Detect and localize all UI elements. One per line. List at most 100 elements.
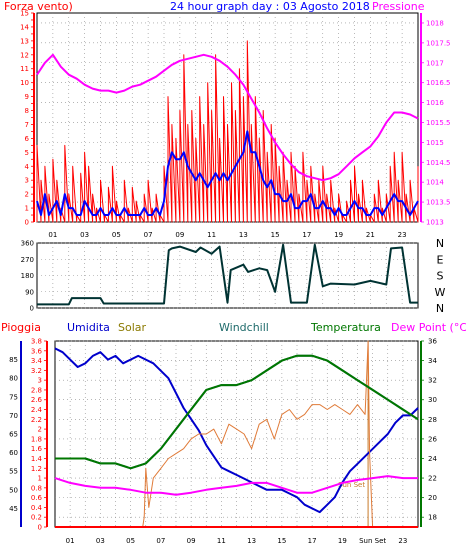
series-solar: [142, 340, 374, 528]
temperature-tick-label: 36: [428, 338, 437, 346]
sunset-annotation: Sun Set: [338, 481, 365, 489]
wind-tick-label: 15: [20, 10, 29, 18]
wind-tick-label: 1: [25, 205, 29, 213]
wind-tick-label: 0: [25, 219, 29, 227]
rain-tick-label: 0.8: [31, 484, 42, 492]
x-tick-label: 07: [156, 537, 165, 545]
humidity-tick-label: 60: [9, 449, 18, 457]
wind-tick-label: 9: [25, 93, 29, 101]
wind-tick-label: 8: [25, 107, 29, 115]
rain-tick-label: 2.6: [31, 396, 43, 404]
wind-tick-label: 13: [20, 37, 29, 45]
compass-label: W: [435, 286, 446, 299]
humidity-tick-label: 70: [9, 412, 18, 420]
x-tick-label: 07: [144, 231, 153, 239]
temperature-tick-label: 30: [428, 396, 437, 404]
rain-tick-label: 1.8: [31, 435, 42, 443]
x-tick-label: 11: [217, 537, 226, 545]
humidity-tick-label: 55: [9, 468, 18, 476]
compass-label: E: [437, 253, 444, 266]
compass-label: N: [436, 302, 444, 315]
pressure-tick-label: 1013: [426, 219, 444, 227]
humidity-tick-label: 50: [9, 486, 18, 494]
rain-tick-label: 0: [38, 524, 42, 532]
rain-tick-label: 3.6: [31, 347, 43, 355]
humidity-tick-label: 75: [9, 393, 18, 401]
compass-label: S: [437, 270, 444, 283]
wind-tick-label: 7: [25, 121, 29, 129]
x-tick-label: 23: [398, 537, 407, 545]
humidity-label: Umidita: [67, 321, 110, 334]
rain-tick-label: 3.8: [31, 338, 42, 346]
rain-tick-label: 2.8: [31, 386, 42, 394]
graph-title: 24 hour graph day : 03 Agosto 2018: [170, 0, 370, 13]
x-tick-label: 03: [80, 231, 89, 239]
temp-humidity-panel: 45 50 55 60 65 70 75 80 85 0 0.2 0.4 0.6 0.81 1.2 1.4 1.…: [9, 338, 437, 546]
windchill-label: Windchill: [219, 321, 269, 334]
x-tick-label: 17: [308, 537, 317, 545]
temperature-label: Temperatura: [310, 321, 381, 334]
x-tick-label: 09: [175, 231, 184, 239]
rain-tick-label: 0.2: [31, 514, 42, 522]
humidity-tick-label: 85: [9, 356, 18, 364]
rain-tick-label: 1.4: [31, 455, 43, 463]
pressure-tick-label: 1013.5: [426, 199, 451, 207]
rain-tick-label: 3: [38, 377, 42, 385]
humidity-tick-label: 45: [9, 505, 18, 513]
x-tick-label: 17: [302, 231, 311, 239]
x-tick-label: 05: [126, 537, 135, 545]
rain-tick-label: 1: [38, 475, 42, 483]
rain-tick-label: 2.2: [31, 416, 42, 424]
series-umidita: [54, 347, 419, 514]
rain-tick-label: 3.2: [31, 367, 42, 375]
x-tick-label: 19: [334, 231, 343, 239]
rain-tick-label: 3.4: [31, 357, 43, 365]
x-tick-label: 13: [239, 231, 248, 239]
rain-tick-label: 1.6: [31, 445, 43, 453]
temperature-tick-label: 22: [428, 475, 437, 483]
wind-tick-label: 4: [25, 163, 30, 171]
pressure-axis-label: Pressione: [372, 0, 425, 13]
humidity-tick-label: 65: [9, 431, 18, 439]
pressure-tick-label: 1018: [426, 19, 444, 27]
compass-label: N: [436, 237, 444, 250]
x-tick-label: 11: [207, 231, 216, 239]
solar-label: Solar: [118, 321, 147, 334]
wind-tick-label: 11: [20, 65, 29, 73]
x-tick-label: 09: [187, 537, 196, 545]
temperature-tick-label: 26: [428, 435, 437, 443]
x-tick-label: 15: [271, 231, 280, 239]
rain-tick-label: 1.2: [31, 465, 42, 473]
temperature-tick-label: 24: [428, 455, 437, 463]
wind-tick-label: 10: [20, 79, 29, 87]
temperature-tick-label: 20: [428, 494, 437, 502]
series-gust: [36, 40, 419, 223]
x-tick-label: 15: [277, 537, 286, 545]
temperature-tick-label: 28: [428, 416, 437, 424]
pressure-tick-label: 1016: [426, 99, 444, 107]
wind-tick-label: 3: [25, 177, 29, 185]
x-tick-label: 03: [96, 537, 105, 545]
wind-tick-label: 5: [25, 149, 29, 157]
pressure-tick-label: 1015.5: [426, 119, 451, 127]
x-tick-label: 05: [112, 231, 121, 239]
direction-tick-label: 90: [25, 288, 34, 296]
x-tick-label: 01: [66, 537, 75, 545]
rain-tick-label: 0.4: [31, 504, 43, 512]
direction-tick-label: 180: [21, 272, 34, 280]
pressure-tick-label: 1014.5: [426, 159, 451, 167]
series-temperatura: [55, 354, 419, 470]
dewpoint-label: Dew Point (°C): [391, 321, 466, 334]
series-direction: [37, 243, 418, 306]
series-pressione: [36, 53, 419, 182]
humidity-tick-label: 80: [9, 375, 18, 383]
wind-axis-label: Forza vento): [4, 0, 73, 13]
pressure-tick-label: 1016.5: [426, 79, 451, 87]
x-tick-label: Sun Set: [359, 537, 386, 545]
x-tick-label: 13: [247, 537, 256, 545]
temperature-tick-label: 34: [428, 357, 437, 365]
pressure-tick-label: 1014: [426, 179, 444, 187]
wind-tick-label: 6: [25, 135, 30, 143]
